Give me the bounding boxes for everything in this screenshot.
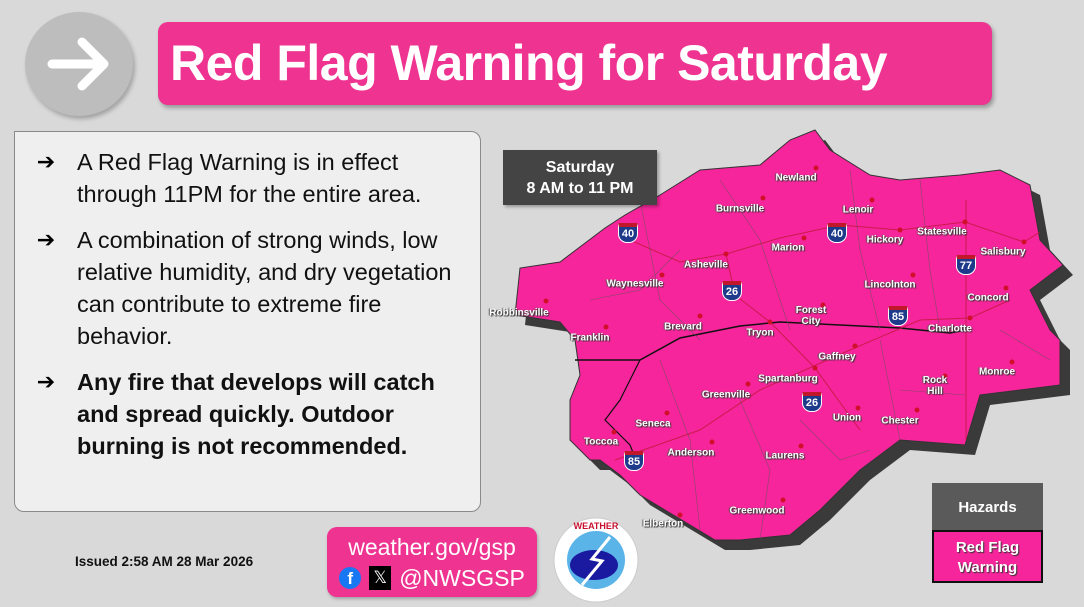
city-label: Monroe [978, 366, 1016, 378]
social-box: weather.gov/gsp f 𝕏 @NWSGSP [327, 527, 537, 597]
city-dot [664, 410, 670, 416]
interstate-shield-icon: 77 [956, 255, 976, 275]
arrow-bullet-icon: ➔ [36, 369, 56, 394]
city-label: Charlotte [928, 323, 972, 335]
city-dot [780, 497, 786, 503]
city-dot [942, 373, 948, 379]
city-dot [869, 197, 875, 203]
interstate-shield-icon: 40 [618, 223, 638, 243]
time-day: Saturday [545, 159, 615, 176]
city-dot [962, 219, 968, 225]
page-title: Red Flag Warning for Saturday [158, 22, 992, 105]
city-dot [697, 313, 703, 319]
info-panel: ➔ A Red Flag Warning is in effect through… [14, 131, 481, 512]
nws-logo: WEATHER [553, 517, 639, 603]
city-dot [813, 165, 819, 171]
city-label: Tryon [746, 327, 774, 339]
interstate-shield-icon: 85 [888, 306, 908, 326]
city-dot [1009, 359, 1015, 365]
city-label: Burnsville [715, 203, 765, 215]
city-dot [543, 298, 549, 304]
city-label: Hickory [866, 234, 904, 246]
x-icon[interactable]: 𝕏 [369, 566, 392, 590]
bullet-text: Any fire that develops will catch and sp… [77, 369, 435, 459]
state-border [575, 321, 966, 361]
city-dot [812, 365, 818, 371]
city-label: Concord [967, 292, 1009, 304]
city-label: Forest City [795, 305, 827, 327]
city-label: Laurens [765, 450, 805, 462]
bullet-text: A combination of strong winds, low relat… [77, 227, 452, 349]
city-label: Franklin [570, 332, 610, 344]
city-dot [914, 407, 920, 413]
legend-item-red-flag: Red Flag Warning [932, 530, 1043, 583]
city-dot [852, 343, 858, 349]
city-label: Chester [881, 415, 919, 427]
city-dot [820, 302, 826, 308]
city-label: Union [832, 412, 862, 424]
city-label: Asheville [684, 259, 728, 271]
arrow-bullet-icon: ➔ [36, 227, 56, 252]
city-dot [603, 324, 609, 330]
city-dot [1021, 239, 1027, 245]
facebook-icon[interactable]: f [339, 567, 362, 589]
social-handle[interactable]: @NWSGSP [399, 565, 525, 591]
city-dot [709, 439, 715, 445]
city-dot [745, 381, 751, 387]
city-label: Salisbury [980, 246, 1026, 258]
interstate-shield-icon: 85 [624, 451, 644, 471]
city-dot [659, 272, 665, 278]
issued-time: Issued 2:58 AM 28 Mar 2026 [75, 554, 254, 569]
arrow-right-icon [25, 12, 133, 116]
city-label: Marion [771, 242, 805, 254]
city-dot [760, 195, 766, 201]
bullet-item: ➔ Any fire that develops will catch and s… [15, 366, 470, 462]
city-label: Brevard [664, 321, 702, 333]
city-dot [798, 443, 804, 449]
city-label: Toccoa [583, 436, 619, 448]
legend-title: Hazards [932, 483, 1043, 530]
city-dot [855, 405, 861, 411]
time-range: 8 AM to 11 PM [526, 180, 634, 197]
city-label: Seneca [635, 418, 671, 430]
city-dot [611, 429, 617, 435]
bullet-item: ➔ A Red Flag Warning is in effect through… [15, 146, 470, 210]
city-label: Lincolnton [864, 279, 916, 291]
svg-text:WEATHER: WEATHER [574, 521, 619, 531]
city-label: Robbinsville [489, 307, 549, 319]
bullet-text: A Red Flag Warning is in effect through … [77, 149, 422, 207]
city-label: Statesville [917, 226, 967, 238]
city-dot [767, 319, 773, 325]
city-dot [967, 315, 973, 321]
city-dot [801, 235, 807, 241]
city-label: Greenville [701, 389, 751, 401]
city-label: Lenoir [842, 204, 874, 216]
legend: Hazards Red Flag Warning [932, 483, 1043, 583]
city-dot [897, 227, 903, 233]
arrow-bullet-icon: ➔ [36, 149, 56, 174]
time-window-box: Saturday 8 AM to 11 PM [503, 150, 657, 205]
website-link[interactable]: weather.gov/gsp [348, 534, 516, 560]
city-label: Newland [775, 172, 817, 184]
city-label: Gaffney [818, 351, 856, 363]
city-dot [677, 512, 683, 518]
interstate-shield-icon: 40 [827, 223, 847, 243]
city-label: Waynesville [606, 278, 664, 290]
city-dot [1003, 285, 1009, 291]
city-label: Anderson [667, 447, 715, 459]
bullet-item: ➔ A combination of strong winds, low rela… [15, 224, 470, 352]
city-label: Rock Hill [922, 375, 948, 397]
city-label: Greenwood [729, 505, 785, 517]
interstate-shield-icon: 26 [802, 392, 822, 412]
interstate-shield-icon: 26 [722, 281, 742, 301]
city-label: Elberton [642, 518, 684, 530]
city-label: Spartanburg [758, 373, 818, 385]
city-dot [910, 272, 916, 278]
city-dot [723, 251, 729, 257]
